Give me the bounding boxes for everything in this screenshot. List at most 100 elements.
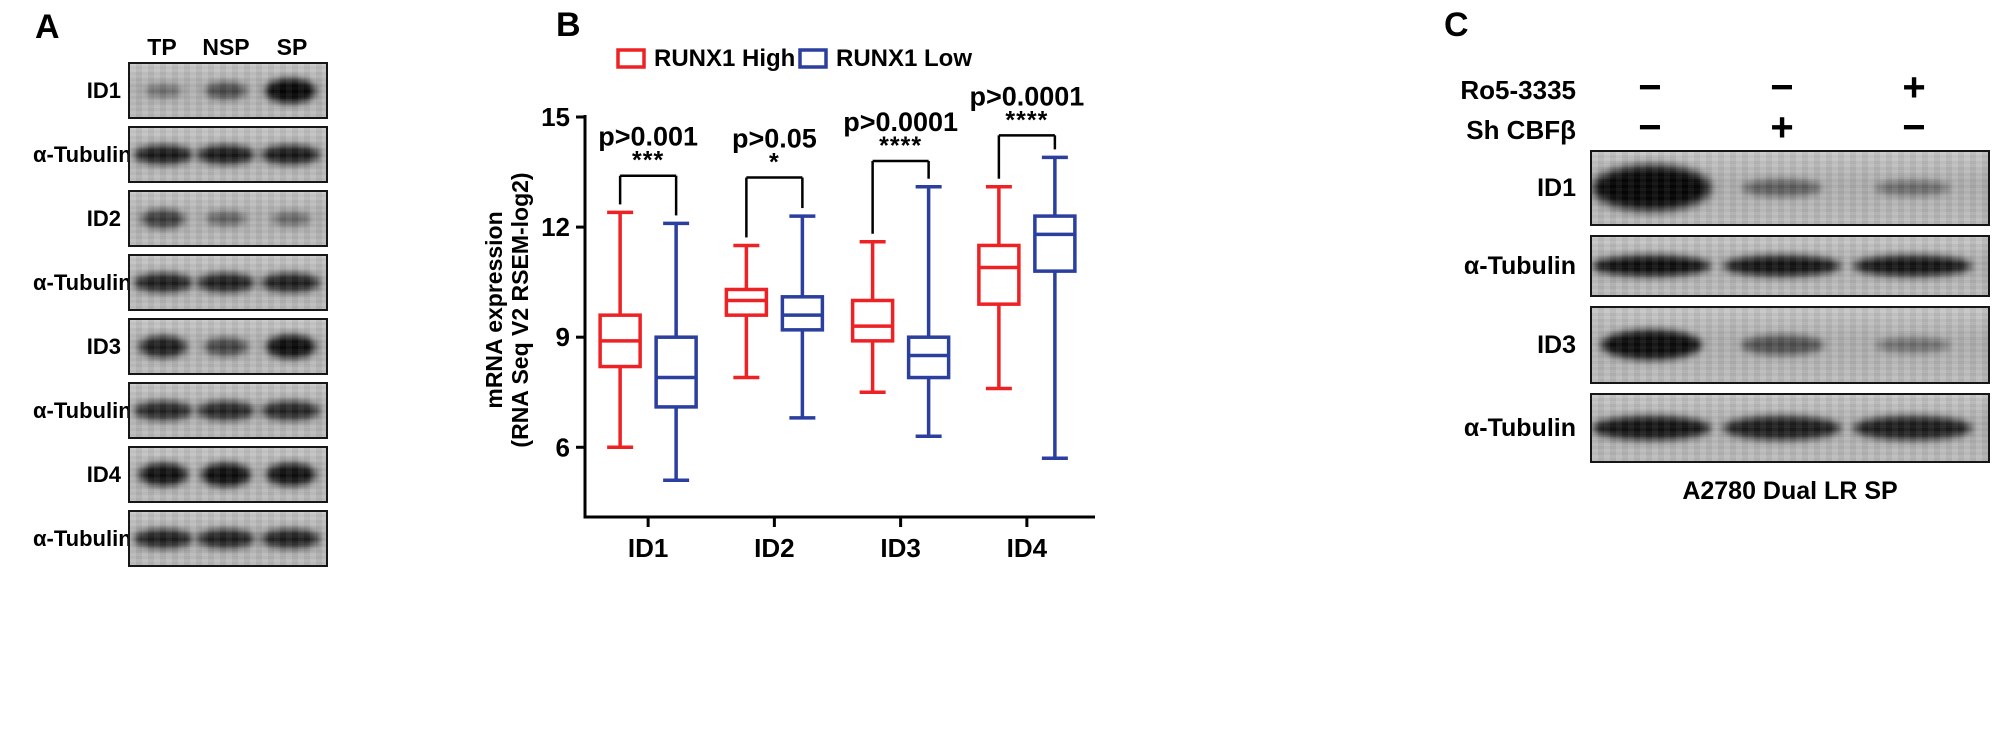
y-axis-label-line2: (RNA Seq V2 RSEM-log2) (507, 172, 533, 447)
treatment-label: Sh CBFβ (1466, 114, 1576, 145)
protein-band (206, 211, 246, 226)
western-blot-strip (128, 190, 328, 247)
western-blot-strip (1590, 150, 1990, 226)
protein-band (138, 462, 189, 487)
treatment-sign: − (1902, 105, 1926, 150)
blot-label: α-Tubulin (33, 141, 132, 167)
western-blot-strip (128, 62, 328, 119)
protein-band (196, 400, 256, 421)
western-blot-strip (128, 318, 328, 375)
y-tick-label: 15 (541, 102, 570, 132)
blot-label: ID3 (1537, 330, 1576, 359)
panel-a-row: ID1 (33, 62, 335, 119)
significance-stars: **** (879, 132, 922, 160)
protein-band (1853, 255, 1973, 277)
panel-c-letter: C (1444, 6, 1469, 44)
p-value-label: p>0.0001 (969, 81, 1084, 111)
protein-band (133, 528, 193, 549)
x-tick-label: ID3 (880, 533, 920, 563)
significance-stars: * (769, 149, 780, 177)
protein-band (196, 272, 256, 293)
panel-a-blot-rows: ID1 α-Tubulin ID2 α-Tubulin ID3 α-Tubulin ID4 α… (33, 62, 335, 567)
blot-label: α-Tubulin (1463, 413, 1576, 442)
western-blot-strip (128, 126, 328, 183)
blot-label: ID1 (86, 77, 121, 103)
protein-band (1592, 255, 1711, 277)
legend-label: RUNX1 High (654, 45, 795, 72)
y-tick-label: 9 (556, 322, 570, 352)
panel-a-letter: A (35, 8, 60, 46)
protein-band (141, 208, 186, 229)
protein-band (1875, 180, 1951, 196)
lane-headers: TP NSP SP (128, 34, 328, 62)
p-value-label: p>0.05 (732, 124, 817, 154)
treatment-signs: − + − (1590, 106, 1990, 150)
panel-a-row: α-Tubulin (33, 254, 335, 311)
box-runx1-high-ID4 (977, 184, 1021, 391)
protein-band (265, 77, 317, 104)
treatment-sign: − (1638, 105, 1662, 150)
protein-band (261, 272, 321, 293)
western-blot-strip (1590, 306, 1990, 384)
panel-b-letter: B (556, 6, 581, 44)
significance-bracket-ID3 (871, 159, 930, 234)
panel-a-row: ID2 (33, 190, 335, 247)
x-tick-label: ID4 (1007, 533, 1048, 563)
protein-band (204, 337, 248, 356)
blot-label: ID2 (86, 205, 121, 231)
box-runx1-low-ID2 (780, 214, 825, 420)
protein-band (261, 400, 321, 421)
panel-c: Ro5-3335− − + Sh CBFβ − + − ID1 α-Tubulin ID3 α-T… (1430, 66, 1992, 506)
x-tick-label: ID2 (754, 533, 794, 563)
panel-a-row: ID3 (33, 318, 335, 375)
axes (576, 115, 1095, 527)
lane-header-tp: TP (147, 34, 177, 60)
western-blot-strip (1590, 235, 1990, 297)
legend-label: RUNX1 Low (836, 45, 972, 72)
panel-a-row: α-Tubulin (33, 510, 335, 567)
blot-label: α-Tubulin (33, 397, 132, 423)
protein-band (144, 83, 182, 98)
box-runx1-high-ID1 (598, 210, 642, 450)
protein-band (261, 528, 321, 549)
protein-band (196, 144, 256, 165)
panel-c-row: α-Tubulin (1430, 235, 1992, 297)
treatment-sign: + (1902, 65, 1926, 110)
treatment-rows: Ro5-3335− − + Sh CBFβ − + − (1430, 66, 1992, 150)
western-blot-strip (128, 510, 328, 567)
box-runx1-low-ID4 (1033, 155, 1077, 461)
panel-c-row: ID3 (1430, 306, 1992, 384)
protein-band (204, 81, 248, 100)
blot-label: ID1 (1537, 173, 1576, 202)
treatment-row: Ro5-3335 − − + (1430, 66, 1992, 110)
y-tick-label: 12 (541, 212, 570, 242)
panel-c-row: ID1 (1430, 150, 1992, 226)
blot-label: α-Tubulin (33, 269, 132, 295)
panel-c-caption: A2780 Dual LR SP (1682, 477, 1898, 505)
western-blot-strip (1590, 393, 1990, 463)
y-axis-label-line1: mRNA expression (481, 211, 507, 408)
lane-header-nsp: NSP (202, 34, 250, 60)
legend-item-1: RUNX1 High (616, 45, 795, 72)
protein-band (265, 334, 316, 359)
treatment-sign: + (1770, 105, 1794, 150)
box-runx1-high-ID2 (724, 243, 769, 380)
western-blot-strip (128, 254, 328, 311)
protein-band (1592, 416, 1711, 440)
protein-band (261, 144, 321, 165)
protein-band (1722, 255, 1842, 277)
protein-band (1600, 329, 1702, 361)
protein-band (201, 462, 252, 487)
panel-a-row: α-Tubulin (33, 126, 335, 183)
p-value-label: p>0.0001 (843, 107, 958, 137)
protein-band (1875, 337, 1950, 353)
x-tick-label: ID1 (628, 533, 668, 563)
treatment-sign: − (1638, 65, 1662, 110)
significance-bracket-ID2 (745, 176, 804, 238)
significance-stars: **** (1005, 106, 1048, 134)
protein-band (265, 462, 316, 487)
box-runx1-low-ID3 (906, 184, 951, 439)
treatment-signs: − − + (1590, 66, 1990, 110)
protein-band (1742, 179, 1822, 197)
